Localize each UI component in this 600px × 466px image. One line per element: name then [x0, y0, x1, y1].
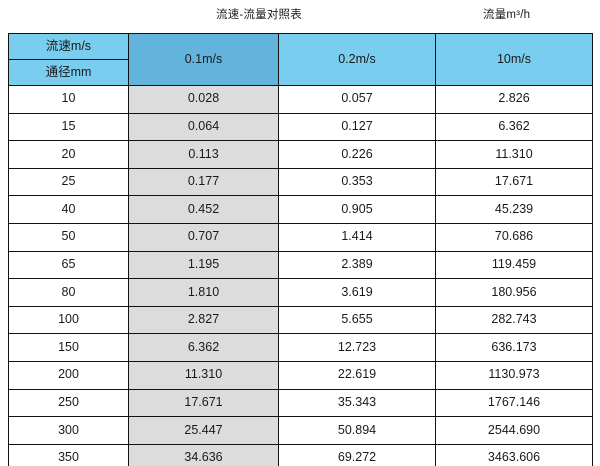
caption-row: 流速-流量对照表 流量m³/h [0, 6, 600, 28]
header-row-top: 流速m/s 0.1m/s 0.2m/s 10m/s [8, 33, 593, 86]
table-row: 65 1.195 2.389 119.459 [8, 250, 593, 280]
table-row: 200 11.310 22.619 1130.973 [8, 360, 593, 390]
cell-flow-0.2ms: 50.894 [278, 416, 436, 445]
cell-flow-0.2ms: 0.905 [278, 195, 436, 224]
cell-flow-0.1ms: 25.447 [128, 416, 279, 445]
table-row: 80 1.810 3.619 180.956 [8, 278, 593, 307]
cell-flow-10ms: 70.686 [435, 222, 593, 252]
column-header-0[interactable]: 0.1m/s [128, 33, 279, 86]
cell-nominal-diameter: 20 [8, 140, 129, 169]
cell-flow-0.2ms: 0.057 [278, 85, 436, 114]
cell-flow-10ms: 1130.973 [435, 360, 593, 390]
cell-nominal-diameter: 150 [8, 333, 129, 362]
table-row: 50 0.707 1.414 70.686 [8, 222, 593, 252]
cell-flow-10ms: 282.743 [435, 305, 593, 335]
cell-flow-0.1ms: 11.310 [128, 360, 279, 390]
cell-flow-0.2ms: 3.619 [278, 278, 436, 307]
cell-flow-0.1ms: 1.195 [128, 250, 279, 280]
cell-flow-10ms: 6.362 [435, 112, 593, 142]
corner-header-velocity: 流速m/s [8, 33, 129, 60]
cell-flow-0.2ms: 35.343 [278, 388, 436, 418]
table-row: 250 17.671 35.343 1767.146 [8, 388, 593, 418]
flow-velocity-table-wrap: 流速m/s 0.1m/s 0.2m/s 10m/s 通径mm 10 0.028 0.… [8, 33, 593, 466]
cell-flow-0.1ms: 2.827 [128, 305, 279, 335]
cell-flow-10ms: 11.310 [435, 140, 593, 169]
cell-flow-10ms: 636.173 [435, 333, 593, 362]
table-row: 40 0.452 0.905 45.239 [8, 195, 593, 224]
cell-nominal-diameter: 300 [8, 416, 129, 445]
cell-flow-0.1ms: 6.362 [128, 333, 279, 362]
table-body: 流速m/s 0.1m/s 0.2m/s 10m/s 通径mm 10 0.028 0.… [8, 33, 593, 466]
table-row: 300 25.447 50.894 2544.690 [8, 416, 593, 445]
cell-flow-0.2ms: 5.655 [278, 305, 436, 335]
cell-flow-0.1ms: 0.177 [128, 167, 279, 197]
flow-velocity-table: 流速m/s 0.1m/s 0.2m/s 10m/s 通径mm 10 0.028 0.… [8, 33, 593, 466]
cell-flow-0.2ms: 22.619 [278, 360, 436, 390]
table-row: 350 34.636 69.272 3463.606 [8, 443, 593, 466]
column-header-1[interactable]: 0.2m/s [278, 33, 436, 86]
cell-flow-0.1ms: 0.028 [128, 85, 279, 114]
table-row: 15 0.064 0.127 6.362 [8, 112, 593, 142]
cell-nominal-diameter: 200 [8, 360, 129, 390]
column-header-2[interactable]: 10m/s [435, 33, 593, 86]
cell-flow-0.1ms: 1.810 [128, 278, 279, 307]
cell-flow-0.2ms: 0.353 [278, 167, 436, 197]
cell-flow-0.1ms: 34.636 [128, 443, 279, 466]
cell-flow-10ms: 119.459 [435, 250, 593, 280]
header-row-bottom: 通径mm [8, 59, 593, 86]
cell-nominal-diameter: 15 [8, 112, 129, 142]
cell-flow-10ms: 1767.146 [435, 388, 593, 418]
cell-flow-10ms: 45.239 [435, 195, 593, 224]
cell-nominal-diameter: 10 [8, 85, 129, 114]
cell-flow-10ms: 2.826 [435, 85, 593, 114]
cell-flow-0.2ms: 69.272 [278, 443, 436, 466]
cell-flow-0.2ms: 2.389 [278, 250, 436, 280]
corner-header-diameter: 通径mm [8, 59, 129, 86]
table-row: 10 0.028 0.057 2.826 [8, 85, 593, 114]
cell-flow-0.2ms: 0.226 [278, 140, 436, 169]
table-row: 150 6.362 12.723 636.173 [8, 333, 593, 362]
cell-flow-0.2ms: 1.414 [278, 222, 436, 252]
table-row: 100 2.827 5.655 282.743 [8, 305, 593, 335]
cell-flow-10ms: 3463.606 [435, 443, 593, 466]
cell-flow-0.2ms: 12.723 [278, 333, 436, 362]
table-row: 25 0.177 0.353 17.671 [8, 167, 593, 197]
table-title: 流速-流量对照表 [216, 9, 302, 21]
cell-flow-10ms: 180.956 [435, 278, 593, 307]
table-row: 20 0.113 0.226 11.310 [8, 140, 593, 169]
cell-flow-10ms: 17.671 [435, 167, 593, 197]
cell-nominal-diameter: 25 [8, 167, 129, 197]
cell-flow-0.1ms: 0.707 [128, 222, 279, 252]
cell-flow-0.1ms: 0.452 [128, 195, 279, 224]
cell-nominal-diameter: 50 [8, 222, 129, 252]
cell-nominal-diameter: 100 [8, 305, 129, 335]
cell-nominal-diameter: 350 [8, 443, 129, 466]
flow-unit-label: 流量m³/h [483, 9, 531, 21]
cell-nominal-diameter: 65 [8, 250, 129, 280]
cell-flow-0.2ms: 0.127 [278, 112, 436, 142]
cell-flow-0.1ms: 0.064 [128, 112, 279, 142]
cell-nominal-diameter: 80 [8, 278, 129, 307]
cell-flow-10ms: 2544.690 [435, 416, 593, 445]
cell-flow-0.1ms: 17.671 [128, 388, 279, 418]
cell-flow-0.1ms: 0.113 [128, 140, 279, 169]
cell-nominal-diameter: 40 [8, 195, 129, 224]
cell-nominal-diameter: 250 [8, 388, 129, 418]
